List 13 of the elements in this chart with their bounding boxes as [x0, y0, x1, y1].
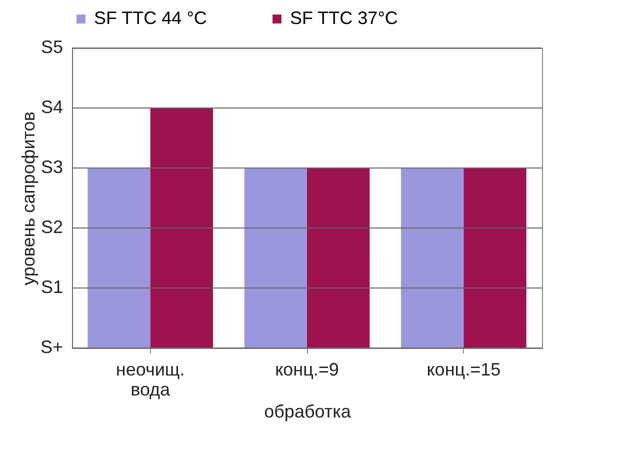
ref-line-label: S3: [40, 157, 63, 177]
ref-line-label: S+: [40, 337, 63, 357]
ref-line-label: S2: [40, 217, 63, 237]
y-axis-title: уровень сапрофитов: [18, 112, 38, 286]
legend-label: SF TTC 37°C: [290, 8, 398, 28]
x-tick-label: конц.=9: [275, 360, 339, 380]
x-axis-title: обработка: [264, 402, 352, 422]
x-tick-label: неочищ. вода: [116, 360, 185, 400]
ref-line-label: S1: [40, 277, 63, 297]
ref-line-label: S4: [40, 97, 63, 117]
x-tick-label: конц.=15: [426, 360, 501, 380]
legend-label: SF TTC 44 °C: [94, 8, 207, 28]
ref-line-label: S5: [40, 37, 63, 57]
